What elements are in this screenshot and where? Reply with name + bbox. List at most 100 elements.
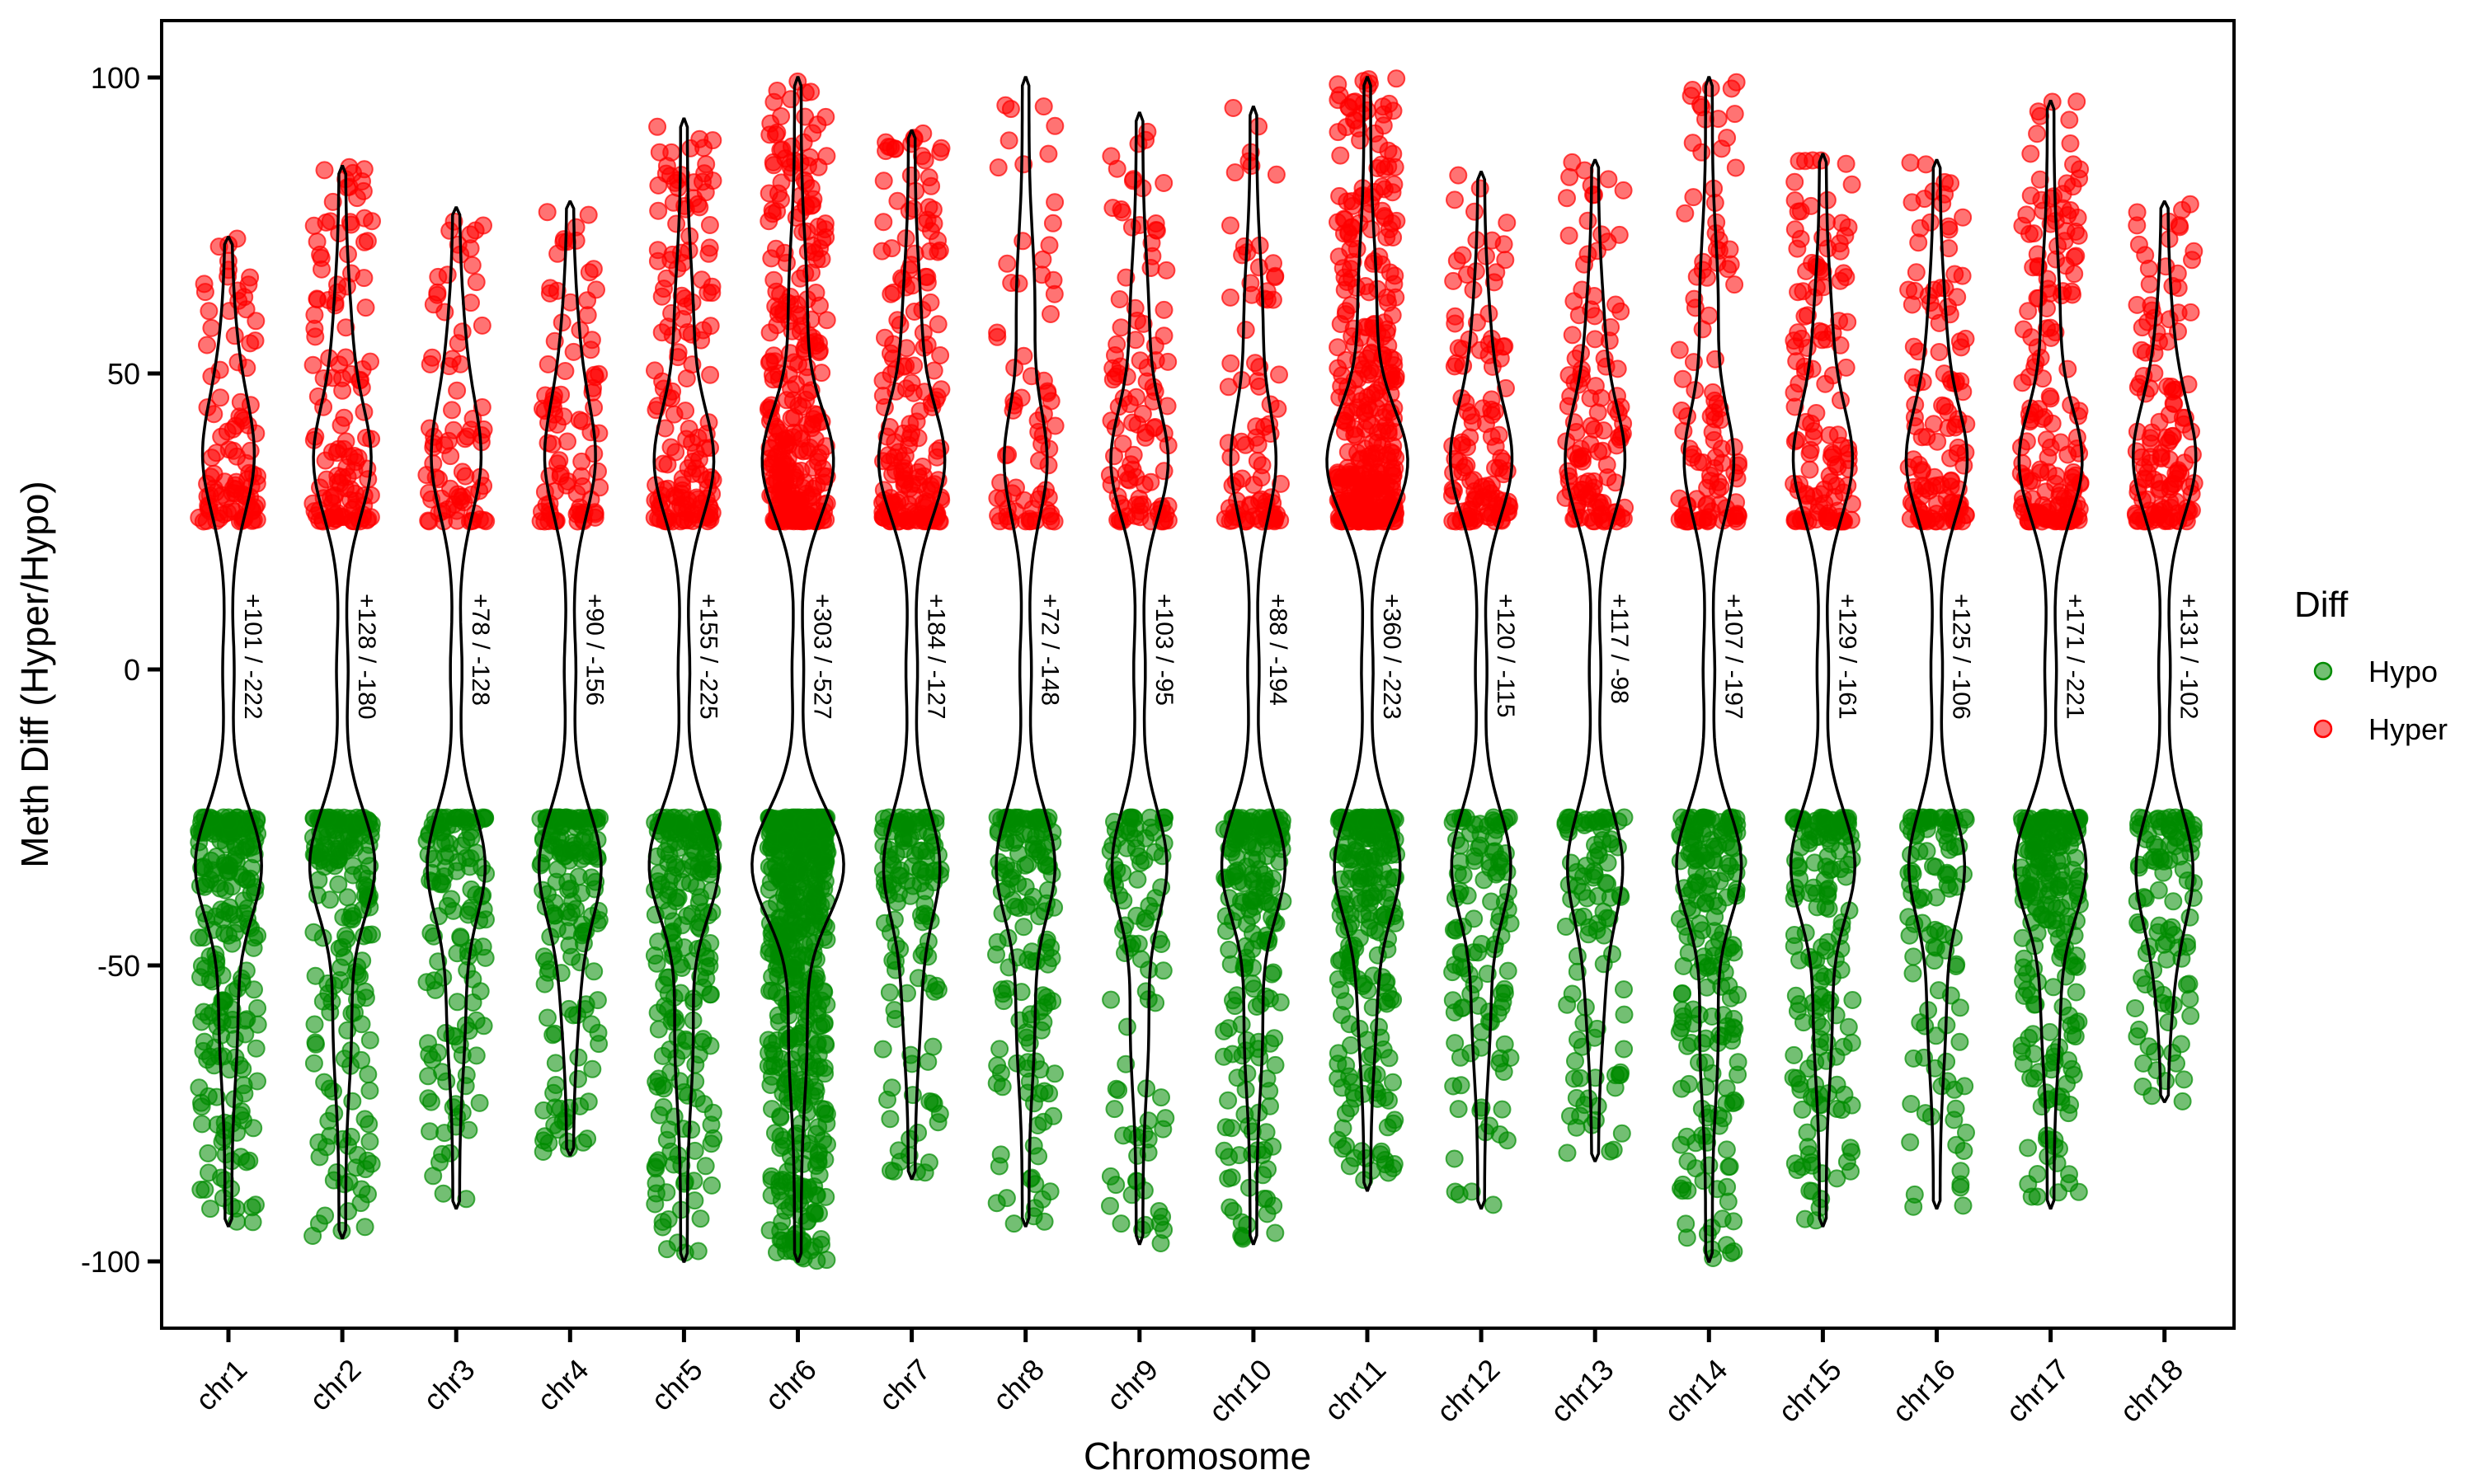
hyper-point <box>1375 207 1394 225</box>
hyper-point <box>1681 87 1700 106</box>
hyper-point <box>1358 396 1377 415</box>
hyper-point <box>1221 216 1239 235</box>
hyper-point <box>928 448 947 467</box>
hypo-point <box>673 1041 692 1060</box>
hyper-point <box>1155 174 1174 192</box>
hypo-point <box>798 815 816 834</box>
hypo-point <box>583 1059 602 1078</box>
hypo-point <box>1136 1215 1155 1234</box>
hyper-point <box>1353 466 1372 485</box>
hyper-point <box>692 331 711 350</box>
hyper-point <box>1249 435 1268 454</box>
hypo-point <box>1352 1142 1371 1161</box>
hyper-point <box>687 459 705 478</box>
hypo-point <box>548 860 567 879</box>
hyper-point <box>760 125 779 144</box>
hypo-point <box>305 1015 324 1034</box>
hypo-point <box>240 1151 259 1170</box>
hyper-point <box>223 420 242 439</box>
hypo-point <box>697 970 716 988</box>
hyper-point <box>1933 396 1952 415</box>
hyper-point <box>1351 131 1370 150</box>
hypo-point <box>1458 886 1477 905</box>
hyper-point <box>1444 271 1463 290</box>
hyper-point <box>1136 130 1155 149</box>
hyper-point <box>793 223 812 242</box>
hypo-point <box>1266 1223 1285 1242</box>
hypo-point <box>1680 1074 1698 1093</box>
hyper-point <box>1042 392 1061 411</box>
hyper-point <box>669 343 688 362</box>
hyper-point <box>316 451 335 470</box>
hyper-point <box>1785 511 1804 530</box>
hypo-point <box>1717 1236 1736 1255</box>
hyper-point <box>811 296 829 315</box>
hypo-point <box>891 861 910 880</box>
hyper-point <box>558 432 576 451</box>
hyper-point <box>1379 336 1398 355</box>
hyper-point <box>1452 433 1471 452</box>
hypo-point <box>873 1040 892 1059</box>
hypo-point <box>1016 877 1035 896</box>
hyper-point <box>1384 466 1403 485</box>
hyper-point <box>1105 447 1123 466</box>
hypo-point <box>539 1008 557 1027</box>
hyper-point <box>680 420 698 438</box>
hyper-point <box>1126 387 1145 406</box>
hypo-point <box>924 1037 943 1056</box>
hyper-point <box>237 453 256 472</box>
hyper-point <box>539 355 557 373</box>
hypo-point <box>1260 1082 1279 1101</box>
hyper-point <box>667 214 686 233</box>
hypo-point <box>805 1205 824 1223</box>
hyper-point <box>1712 139 1731 158</box>
hyper-point <box>1387 69 1406 88</box>
hyper-point <box>332 416 350 434</box>
hypo-point <box>1237 1031 1256 1050</box>
hyper-point <box>1796 152 1814 171</box>
hyper-point <box>1839 218 1858 237</box>
hyper-point <box>1045 284 1064 303</box>
hypo-point <box>1822 834 1841 853</box>
hypo-point <box>1501 1049 1520 1067</box>
hypo-point <box>444 901 463 920</box>
hypo-point <box>1265 1029 1284 1048</box>
hypo-point <box>1264 963 1282 982</box>
hypo-point <box>792 1114 811 1133</box>
hyper-point <box>671 243 690 262</box>
hypo-point <box>987 945 1005 964</box>
hypo-point <box>1785 1045 1804 1064</box>
hyper-point <box>1034 97 1053 116</box>
hypo-point <box>1117 1017 1136 1036</box>
hyper-point <box>1046 193 1065 212</box>
hyper-point <box>1123 413 1141 432</box>
hypo-point <box>771 1107 790 1125</box>
hypo-point <box>909 1123 928 1142</box>
hyper-point <box>652 323 671 342</box>
hypo-point <box>338 888 357 907</box>
hypo-point <box>925 982 944 1001</box>
hypo-point <box>306 966 325 985</box>
hyper-point <box>1705 430 1724 449</box>
hyper-point <box>1837 358 1856 377</box>
hypo-point <box>1484 1195 1503 1214</box>
hypo-point <box>1790 995 1808 1013</box>
hypo-point <box>691 1209 710 1228</box>
hypo-point <box>917 848 936 866</box>
hyper-point <box>776 467 795 486</box>
hypo-point <box>1451 1048 1470 1067</box>
hyper-point <box>1224 99 1243 117</box>
hyper-point <box>768 82 787 100</box>
hyper-point <box>661 167 680 186</box>
hyper-point <box>697 155 716 174</box>
hyper-point <box>1330 86 1349 105</box>
hypo-point <box>1221 1198 1239 1217</box>
hyper-point <box>1255 289 1274 308</box>
hyper-point <box>652 287 671 306</box>
hypo-point <box>229 914 248 933</box>
hypo-point <box>1558 1144 1577 1162</box>
hypo-point <box>1380 1091 1398 1110</box>
hyper-point <box>473 316 492 335</box>
hypo-point <box>421 1092 440 1111</box>
hypo-point <box>1785 937 1804 956</box>
